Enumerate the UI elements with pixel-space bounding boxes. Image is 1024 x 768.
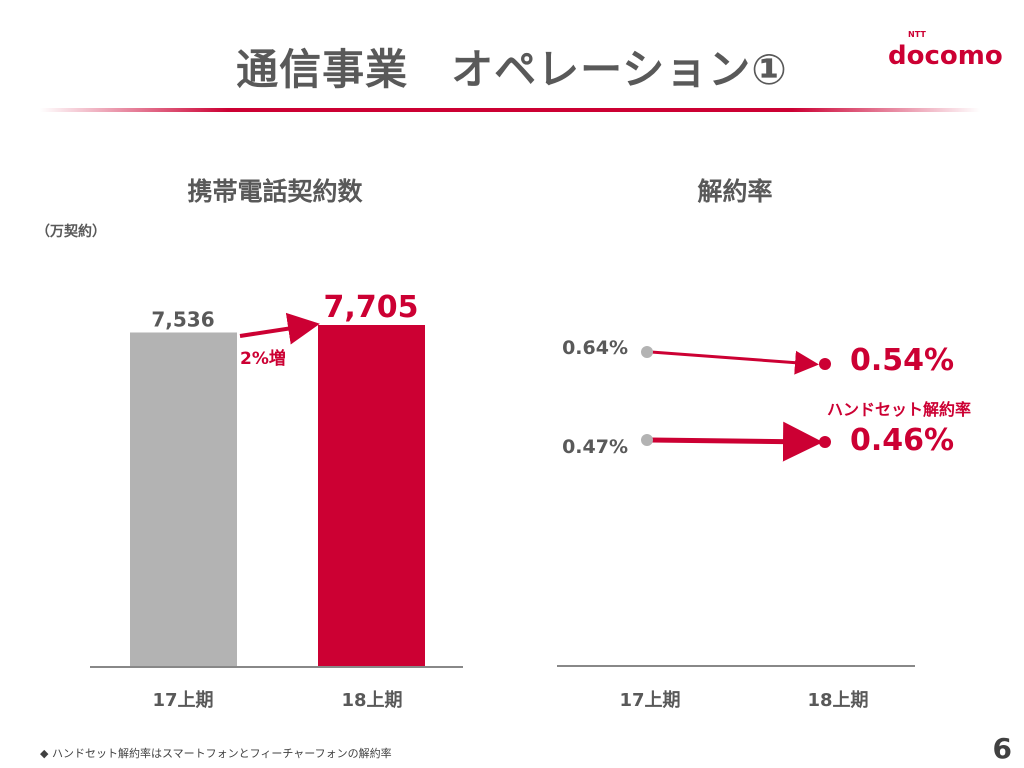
logo-ntt: NTT — [908, 30, 926, 39]
line-x-axis — [557, 665, 915, 667]
logo-docomo: docomo — [888, 41, 1003, 71]
start-value-label-0: 0.64% — [562, 337, 628, 359]
point-start-0 — [641, 346, 653, 358]
bar-0 — [130, 332, 237, 666]
start-value-label-1: 0.47% — [562, 436, 628, 458]
page-title: 通信事業 オペレーション① — [236, 45, 788, 94]
bar-value-label-0: 7,536 — [151, 307, 214, 331]
footnote: ◆ ハンドセット解約率はスマートフォンとフィーチャーフォンの解約率 — [40, 747, 392, 760]
bar-chart-title: 携帯電話契約数 — [187, 177, 363, 206]
point-end-1 — [819, 436, 831, 448]
series-line-0 — [650, 350, 819, 375]
unit-label: （万契約） — [36, 224, 106, 240]
line-category-18: 18上期 — [807, 690, 869, 711]
point-end-0 — [819, 358, 831, 370]
handset-label: ハンドセット解約率 — [827, 400, 971, 419]
bar-value-label-1: 7,705 — [324, 290, 419, 325]
end-value-label-0: 0.54% — [850, 343, 954, 378]
series-line-1 — [650, 421, 823, 462]
point-start-1 — [641, 434, 653, 446]
bar-x-axis — [90, 666, 463, 668]
line-category-17: 17上期 — [619, 690, 681, 711]
growth-arrow — [239, 312, 320, 345]
title-divider — [40, 108, 980, 112]
line-chart-title: 解約率 — [697, 177, 773, 206]
growth-annotation: 2%増 — [240, 348, 286, 369]
bar-1 — [318, 325, 425, 666]
bar-category-17: 17上期 — [152, 690, 214, 711]
end-value-label-1: 0.46% — [850, 423, 954, 458]
bar-category-18: 18上期 — [341, 690, 403, 711]
docomo-logo: NTT docomo — [888, 30, 1018, 76]
page-number: 6 — [992, 732, 1012, 765]
